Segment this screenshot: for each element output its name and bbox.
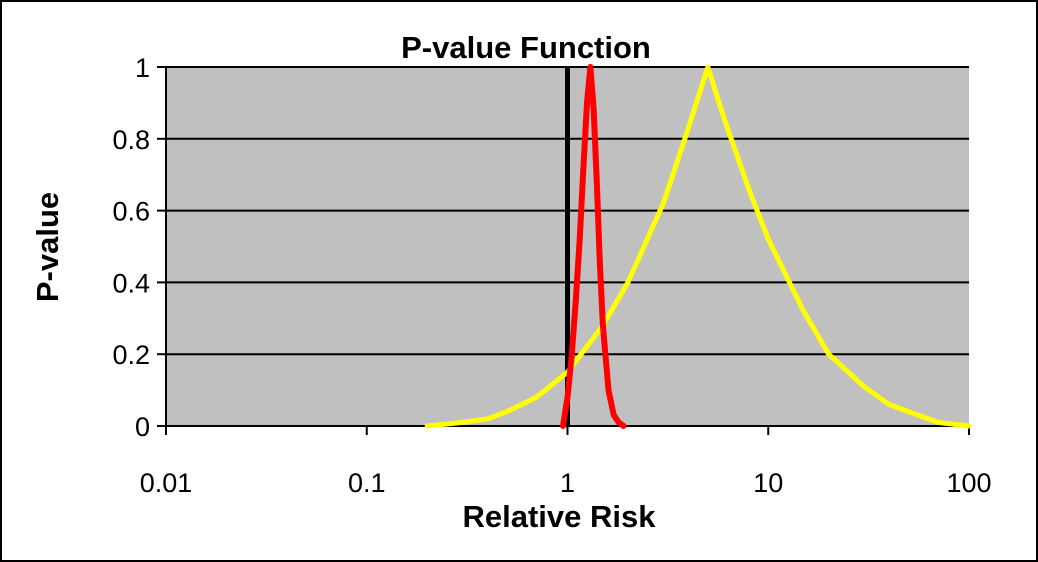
y-tick-label: 1 bbox=[135, 53, 150, 83]
x-tick-label: 0.01 bbox=[140, 468, 193, 498]
series-line-2 bbox=[560, 64, 627, 429]
y-tick-label: 0.2 bbox=[112, 340, 150, 370]
x-tick-label: 100 bbox=[946, 468, 991, 498]
x-tick-label: 10 bbox=[753, 468, 783, 498]
y-tick-label: 0.4 bbox=[112, 268, 150, 298]
y-tick-label: 0 bbox=[135, 412, 150, 442]
label-layer: 0 0.2 0.4 0.6 0.8 1 0.01 0.1 1 10 100 bbox=[112, 53, 991, 498]
x-axis-label: Relative Risk bbox=[463, 499, 657, 534]
series-layer bbox=[424, 64, 972, 429]
y-tick-label: 0.6 bbox=[112, 197, 150, 227]
chart-title: P-value Function bbox=[401, 30, 651, 65]
x-tick-label: 1 bbox=[560, 468, 575, 498]
y-axis-label: P-value bbox=[30, 192, 65, 302]
y-tick-label: 0.8 bbox=[112, 125, 150, 155]
x-tick-label: 0.1 bbox=[348, 468, 386, 498]
series-line-1 bbox=[424, 64, 972, 429]
